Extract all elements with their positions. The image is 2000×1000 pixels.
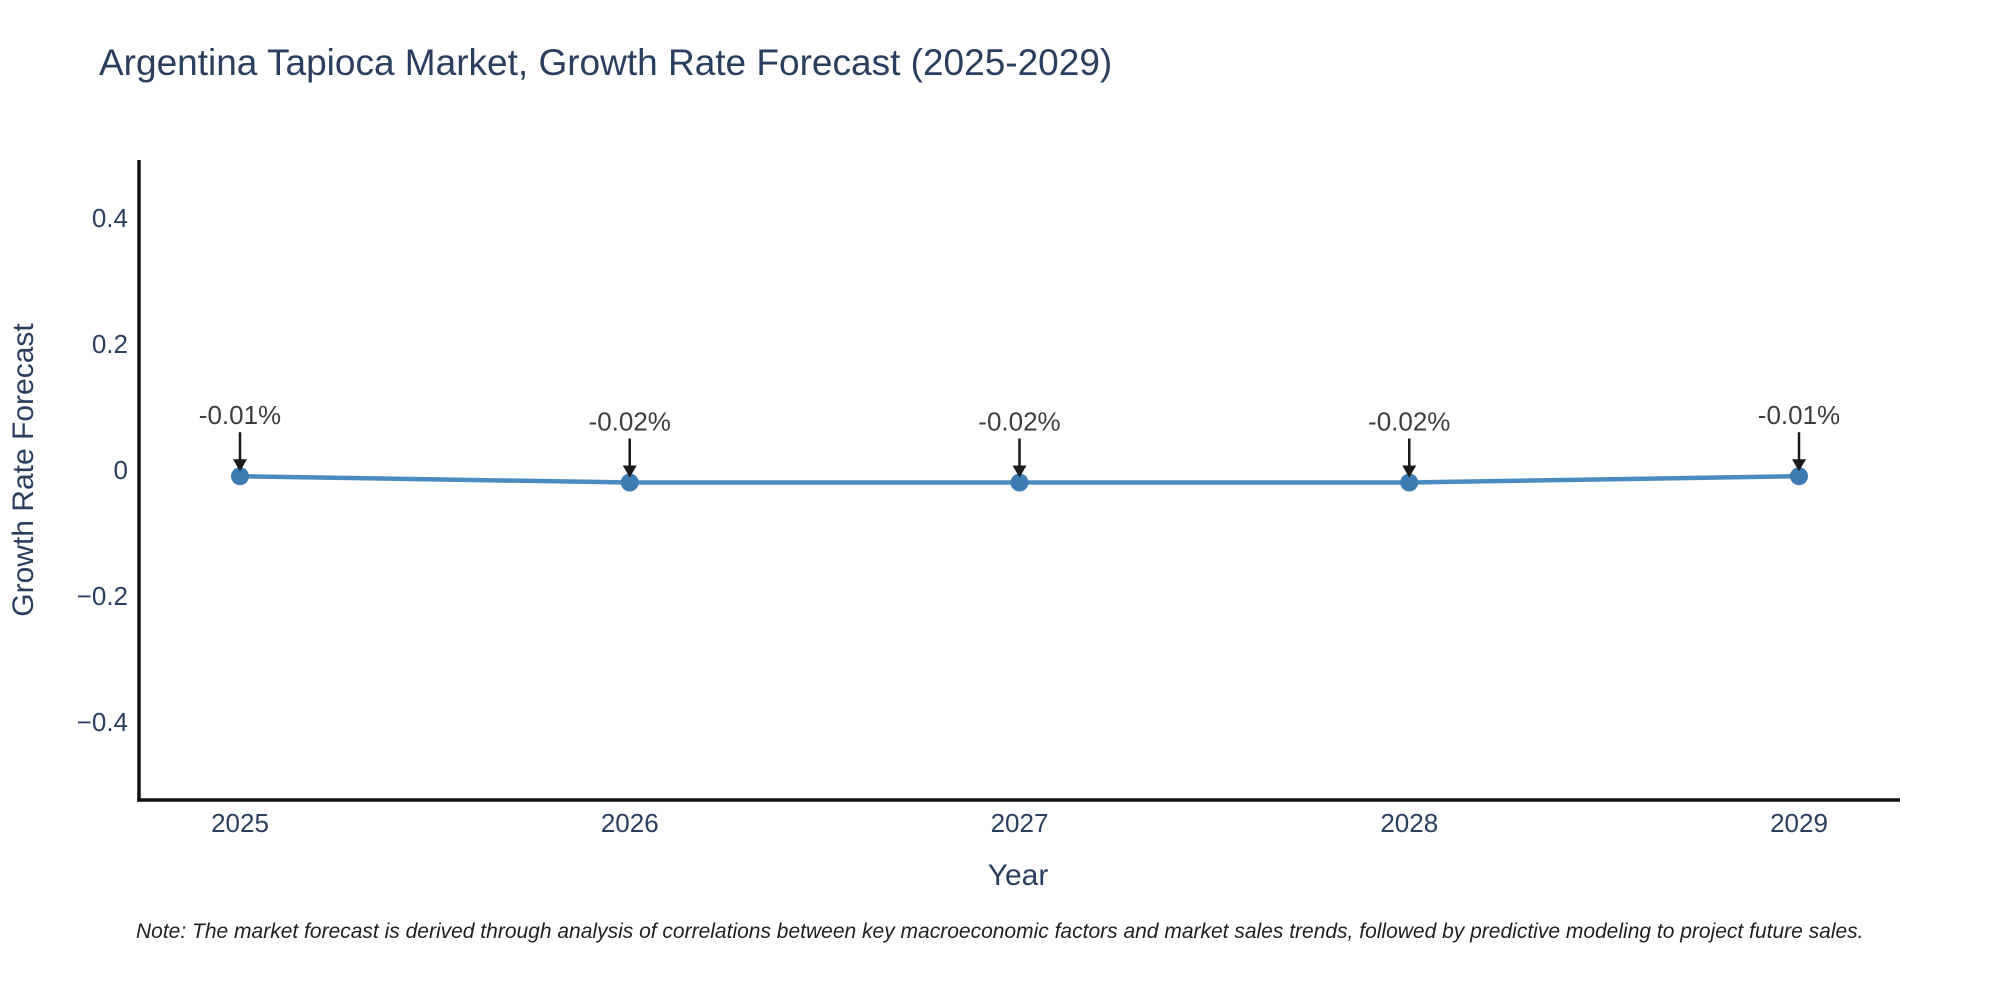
annotation-label: -0.02% [1368,407,1450,437]
y-tick-label: −0.2 [77,581,128,611]
annotation-arrow-head [1792,459,1806,472]
annotation-label: -0.01% [199,400,281,430]
y-tick-label: 0 [114,455,128,485]
annotation-arrow-head [622,465,637,478]
chart-title: Argentina Tapioca Market, Growth Rate Fo… [99,42,1113,83]
x-axis-title: Year [987,859,1049,892]
x-tick-label: 2028 [1380,808,1438,838]
y-tick-label: 0.2 [92,329,128,359]
annotation-arrow-head [233,459,247,472]
data-point-2028 [1400,473,1419,492]
annotation-label: -0.02% [589,407,671,437]
data-point-2029 [1790,467,1808,486]
y-tick-label: −0.4 [77,707,128,737]
annotation-label: -0.02% [978,407,1060,437]
annotation-arrow-head [1402,465,1417,478]
data-point-2026 [620,473,639,492]
data-point-2025 [231,467,249,486]
footnote-text: Note: The market forecast is derived thr… [136,920,1864,943]
y-axis-title: Growth Rate Forecast [7,323,40,617]
x-tick-label: 2029 [1770,808,1828,838]
annotation-arrow-head [1012,465,1027,478]
x-tick-label: 2027 [991,808,1049,838]
annotation-label: -0.01% [1758,400,1840,430]
x-tick-label: 2026 [601,808,659,838]
x-tick-label: 2025 [211,808,269,838]
data-point-2027 [1010,473,1029,492]
y-tick-label: 0.4 [92,203,128,233]
